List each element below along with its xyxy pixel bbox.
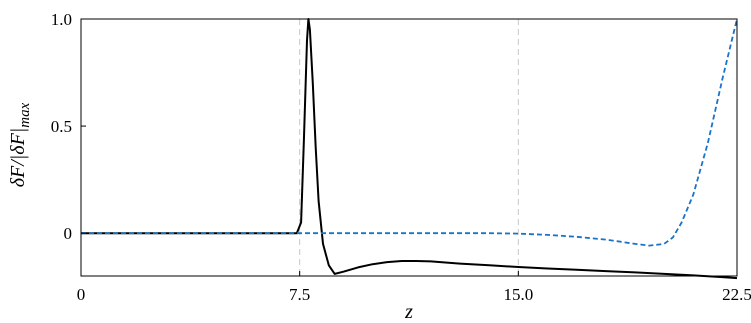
x-tick-label: 22.5 xyxy=(722,285,751,304)
x-tick-label: 0 xyxy=(77,285,86,304)
x-axis-label: z xyxy=(404,301,413,323)
y-tick-label: 0.5 xyxy=(51,117,72,136)
y-axis-label: δF/|δF|max xyxy=(7,102,33,187)
y-axis-label-sub: max xyxy=(17,102,33,127)
series-line-0-solid xyxy=(81,18,738,280)
series-line-1-dashed xyxy=(81,18,738,247)
vertical-reference-lines xyxy=(299,19,519,276)
y-axis-label-main: δF/|δF| xyxy=(7,128,29,188)
axis-ticks: 0 7.5 15.0 22.5 0 0.5 1.0 xyxy=(51,10,751,304)
y-tick-label: 1.0 xyxy=(51,10,72,29)
y-tick-label: 0 xyxy=(64,224,73,243)
plot-frame xyxy=(80,18,738,277)
series-layer xyxy=(81,18,738,280)
x-tick-label: 7.5 xyxy=(289,285,310,304)
x-tick-label: 15.0 xyxy=(503,285,533,304)
